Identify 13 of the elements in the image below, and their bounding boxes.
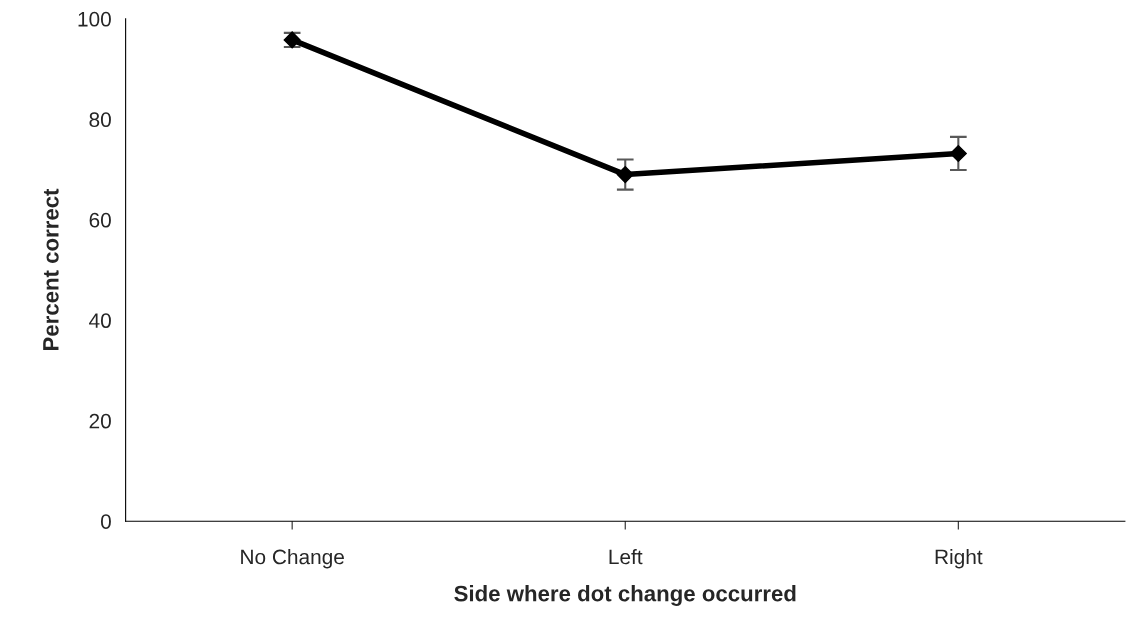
y-tick-label: 40 (89, 313, 111, 329)
x-tick-label: Right (935, 549, 983, 569)
y-tick-label: 60 (89, 212, 111, 228)
point (616, 166, 634, 184)
y-tick-label: 80 (89, 112, 111, 128)
point (949, 144, 967, 163)
y-axis-title: Percent correct (43, 188, 59, 351)
y-tick-label: 100 (78, 11, 111, 27)
y-tick-label: 20 (89, 413, 111, 429)
y-tick-label: 0 (100, 514, 111, 529)
x-tick-label: Left (609, 549, 643, 565)
x-axis-title: Side where dot change occurred (454, 585, 796, 606)
x-tick-label: No Change (241, 549, 344, 569)
